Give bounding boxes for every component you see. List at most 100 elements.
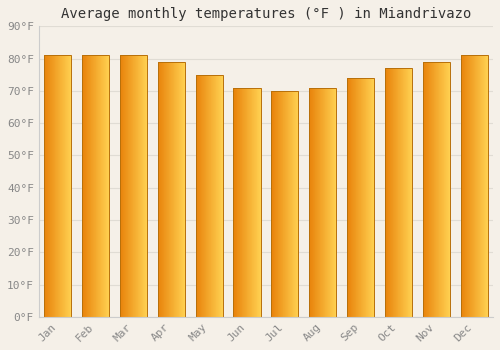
Bar — [293, 91, 294, 317]
Bar — [166, 62, 167, 317]
Bar — [85, 55, 86, 317]
Bar — [318, 88, 319, 317]
Bar — [138, 55, 139, 317]
Bar — [215, 75, 216, 317]
Bar — [422, 62, 423, 317]
Bar — [291, 91, 292, 317]
Bar — [140, 55, 141, 317]
Bar — [349, 78, 350, 317]
Bar — [405, 68, 406, 317]
Bar — [322, 88, 323, 317]
Bar — [355, 78, 356, 317]
Bar — [430, 62, 431, 317]
Bar — [445, 62, 446, 317]
Bar — [129, 55, 130, 317]
Bar — [160, 62, 161, 317]
Bar — [242, 88, 243, 317]
Bar — [281, 91, 282, 317]
Bar — [68, 55, 69, 317]
Bar — [123, 55, 124, 317]
Bar — [58, 55, 59, 317]
Bar — [356, 78, 357, 317]
Bar — [51, 55, 52, 317]
Bar — [57, 55, 58, 317]
Bar — [109, 55, 110, 317]
Bar — [393, 68, 394, 317]
Bar — [196, 75, 223, 317]
Bar — [443, 62, 444, 317]
Bar — [279, 91, 280, 317]
Bar — [253, 88, 254, 317]
Bar — [211, 75, 212, 317]
Bar — [62, 55, 63, 317]
Bar — [209, 75, 210, 317]
Bar — [467, 55, 468, 317]
Bar — [368, 78, 370, 317]
Bar — [244, 88, 246, 317]
Bar — [360, 78, 361, 317]
Bar — [53, 55, 54, 317]
Bar — [295, 91, 296, 317]
Bar — [447, 62, 448, 317]
Bar — [423, 62, 424, 317]
Bar — [130, 55, 131, 317]
Bar — [161, 62, 162, 317]
Bar — [309, 88, 310, 317]
Bar — [385, 68, 386, 317]
Bar — [310, 88, 311, 317]
Bar — [256, 88, 257, 317]
Bar — [446, 62, 448, 317]
Bar — [52, 55, 54, 317]
Bar — [410, 68, 411, 317]
Bar — [431, 62, 432, 317]
Bar — [66, 55, 67, 317]
Bar — [289, 91, 290, 317]
Bar — [182, 62, 183, 317]
Bar — [247, 88, 248, 317]
Bar — [348, 78, 349, 317]
Bar — [275, 91, 276, 317]
Bar — [403, 68, 404, 317]
Bar — [464, 55, 465, 317]
Bar — [335, 88, 336, 317]
Bar — [323, 88, 324, 317]
Bar — [251, 88, 252, 317]
Bar — [392, 68, 393, 317]
Bar — [128, 55, 129, 317]
Bar — [252, 88, 253, 317]
Title: Average monthly temperatures (°F ) in Miandrivazo: Average monthly temperatures (°F ) in Mi… — [60, 7, 471, 21]
Bar — [465, 55, 466, 317]
Bar — [234, 88, 260, 317]
Bar — [470, 55, 471, 317]
Bar — [435, 62, 436, 317]
Bar — [220, 75, 221, 317]
Bar — [178, 62, 179, 317]
Bar — [257, 88, 258, 317]
Bar — [99, 55, 100, 317]
Bar — [292, 91, 293, 317]
Bar — [462, 55, 463, 317]
Bar — [237, 88, 238, 317]
Bar — [286, 91, 287, 317]
Bar — [390, 68, 391, 317]
Bar — [460, 55, 461, 317]
Bar — [388, 68, 389, 317]
Bar — [273, 91, 274, 317]
Bar — [70, 55, 71, 317]
Bar — [449, 62, 450, 317]
Bar — [248, 88, 249, 317]
Bar — [482, 55, 483, 317]
Bar — [390, 68, 391, 317]
Bar — [50, 55, 51, 317]
Bar — [65, 55, 66, 317]
Bar — [472, 55, 473, 317]
Bar — [130, 55, 131, 317]
Bar — [163, 62, 164, 317]
Bar — [204, 75, 205, 317]
Bar — [169, 62, 170, 317]
Bar — [440, 62, 441, 317]
Bar — [165, 62, 166, 317]
Bar — [409, 68, 410, 317]
Bar — [372, 78, 373, 317]
Bar — [206, 75, 207, 317]
